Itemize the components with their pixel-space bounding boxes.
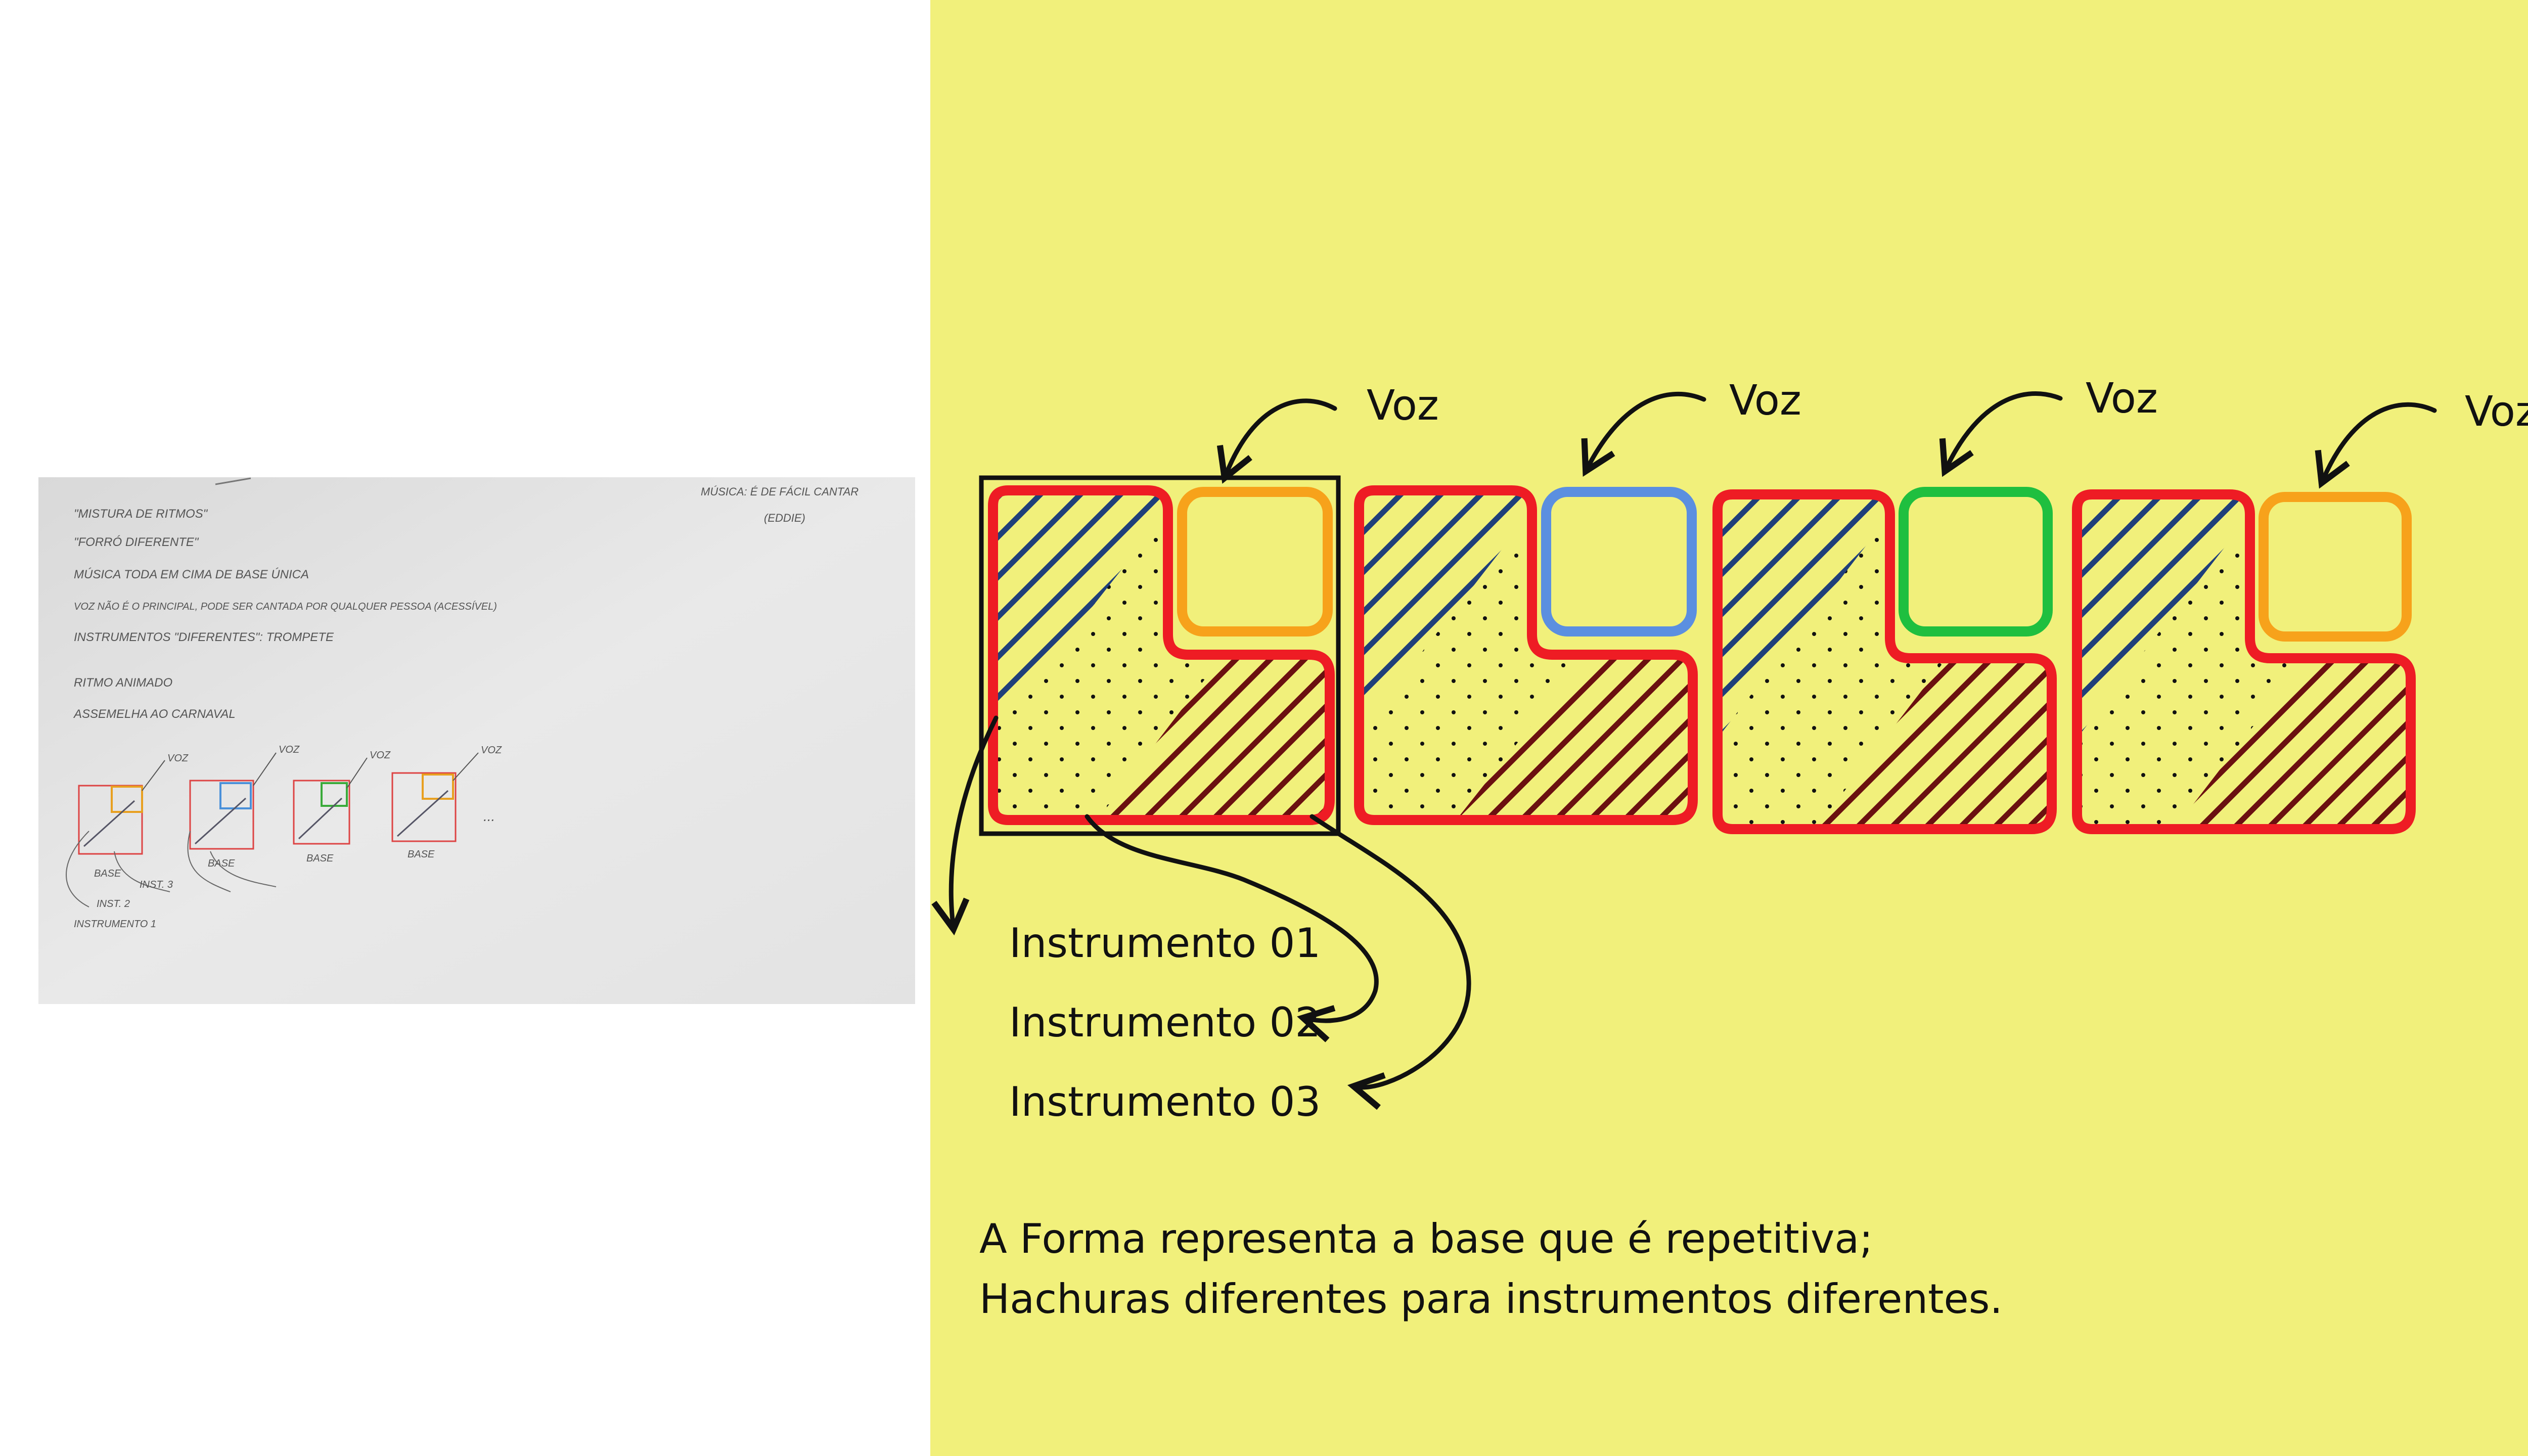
- instrument-arrow-2: [1085, 814, 1379, 1042]
- concept-diagram: Voz Voz Voz Voz Instrumento 01 Instrumen…: [930, 0, 2528, 1456]
- sketch-box-2: VOZ BASE: [189, 744, 300, 869]
- sketch-note: ASSEMELHA AO CARNAVAL: [73, 707, 236, 721]
- base-outline: [988, 485, 1335, 825]
- base-shape-3: [1712, 487, 2057, 834]
- base-outline: [2072, 489, 2416, 834]
- legend-line-2: Hachuras diferentes para instrumentos di…: [979, 1276, 2003, 1323]
- sketch-note: MÚSICA TODA EM CIMA DE BASE ÚNICA: [74, 568, 309, 581]
- blue-hatch-area: [993, 490, 1168, 733]
- voice-arrow-3: [1939, 391, 2063, 477]
- sketch-inst-label: INSTRUMENTO 1: [74, 919, 156, 930]
- sketch-note: MÚSICA: É DE FÁCIL CANTAR: [701, 485, 859, 498]
- instrument-arrow-1: [931, 715, 999, 936]
- sketch-ellipsis: ...: [483, 808, 495, 824]
- sketch-notes-left: "MISTURA DE RITMOS" "FORRÓ DIFERENTE" MÚ…: [73, 507, 497, 721]
- sketch-voz-label: VOZ: [481, 745, 502, 756]
- voice-label-1: Voz: [1367, 382, 1439, 430]
- instrument-label-01: Instrumento 01: [1009, 920, 1321, 967]
- sketch-photo: "MISTURA DE RITMOS" "FORRÓ DIFERENTE" MÚ…: [38, 477, 915, 1004]
- blue-hatch-area: [1359, 490, 1532, 733]
- sketch-note: (EDDIE): [764, 512, 805, 524]
- base-shape-4: [2072, 489, 2416, 834]
- voice-arrow-2: [1581, 391, 1706, 477]
- red-hatch-area: [1097, 655, 1330, 820]
- sketch-instrument-arrows: [66, 831, 277, 907]
- sketch-note: "FORRÓ DIFERENTE": [74, 535, 199, 549]
- sketch-base-label: BASE: [408, 849, 435, 860]
- red-hatch-area: [1456, 655, 1693, 820]
- voice-arrow-1: [1216, 398, 1337, 484]
- sketch-inst-label: INST. 2: [97, 898, 130, 909]
- sketch-note: INSTRUMENTOS "DIFERENTES": TROMPETE: [74, 630, 334, 644]
- sketch-voz-label: VOZ: [370, 750, 391, 761]
- sketch-notes-right: MÚSICA: É DE FÁCIL CANTAR (EDDIE): [701, 485, 859, 524]
- red-hatch-area: [2174, 658, 2411, 829]
- sketch-box-4: VOZ BASE ...: [391, 745, 502, 860]
- base-outline: [1354, 485, 1698, 825]
- voice-label-3: Voz: [2086, 375, 2158, 423]
- highlight-frame: [979, 475, 1341, 836]
- sketch-note: "MISTURA DE RITMOS": [74, 507, 208, 521]
- voice-arrow-4: [2315, 402, 2437, 489]
- voice-box-4: [2259, 492, 2412, 642]
- voice-label-4: Voz: [2465, 388, 2528, 436]
- base-outline: [1712, 489, 2057, 834]
- sketch-box-1: VOZ BASE: [78, 753, 189, 879]
- sketch-note: RITMO ANIMADO: [74, 676, 172, 690]
- instrument-arrows: [931, 715, 1471, 1110]
- instrument-arrow-3: [1310, 814, 1471, 1110]
- base-shape-2: [1354, 485, 1698, 825]
- voice-label-2: Voz: [1729, 377, 1801, 425]
- sketch-inst-label: INST. 3: [140, 879, 173, 890]
- voice-box-1: [1177, 487, 1333, 636]
- sketch-box-3: VOZ BASE: [293, 750, 391, 864]
- voice-box-3: [1899, 487, 2053, 636]
- sketch-base-label: BASE: [306, 853, 334, 864]
- voice-arrows: [1216, 391, 2437, 489]
- voice-box-2: [1541, 487, 1697, 636]
- sketch-voz-label: VOZ: [167, 753, 189, 764]
- sketch-note: VOZ NÃO É O PRINCIPAL, PODE SER CANTADA …: [74, 600, 497, 612]
- instrument-label-02: Instrumento 02: [1009, 999, 1321, 1046]
- pen-mark: [215, 477, 251, 485]
- paper-sheet: [38, 477, 915, 1004]
- sketch-base-label: BASE: [94, 868, 121, 879]
- legend-line-1: A Forma representa a base que é repetiti…: [979, 1215, 1873, 1262]
- blue-hatch-area: [2077, 494, 2250, 738]
- sketch-base-label: BASE: [208, 858, 235, 869]
- base-shape-1: [979, 475, 1341, 836]
- instrument-label-03: Instrumento 03: [1009, 1078, 1321, 1125]
- red-hatch-area: [1815, 658, 2052, 829]
- blue-hatch-area: [1718, 494, 1890, 738]
- sketch-voz-label: VOZ: [279, 744, 300, 755]
